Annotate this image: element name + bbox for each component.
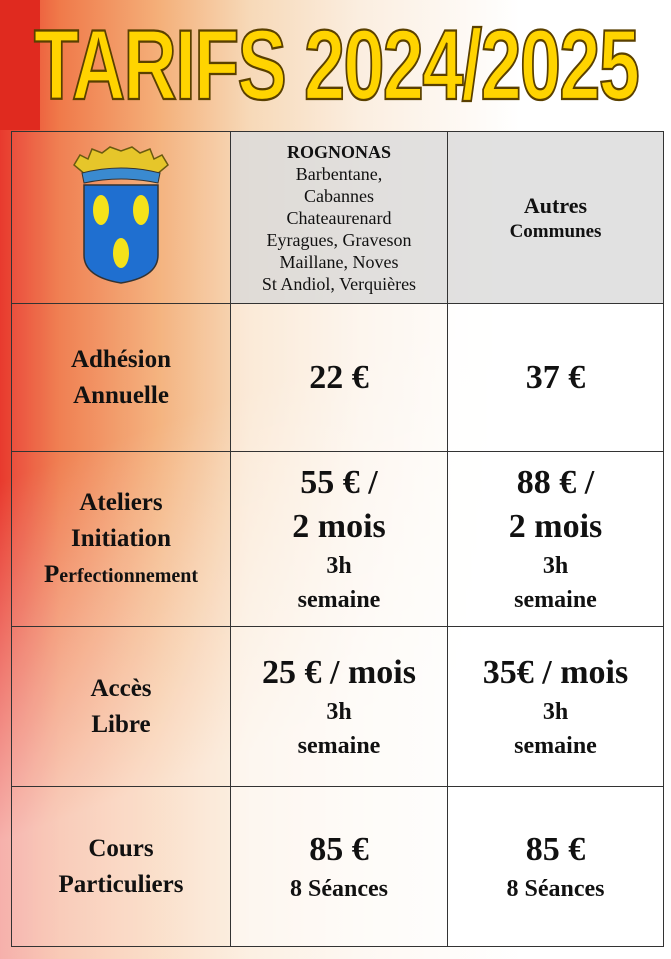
price: 88 € / (516, 464, 595, 501)
page-title: TARIFS 2024/2025 (33, 9, 641, 122)
col-title-communes: Communes (509, 220, 602, 242)
price: 37 € (525, 358, 586, 396)
row-label: Particuliers (58, 870, 184, 898)
sessions: 8 Séances (290, 875, 388, 902)
col-title-rognonas: ROGNONAS (286, 141, 391, 162)
table-row: Adhésion Annuelle 22 € 37 € (11, 303, 664, 452)
price: 55 € / (300, 464, 378, 501)
duration: 3h (542, 553, 569, 579)
row-label: erfectionnement (59, 564, 199, 587)
duration: 3h (542, 698, 569, 725)
row-label: Libre (91, 710, 151, 738)
price: 22 € (309, 358, 369, 396)
period: 2 mois (508, 508, 603, 545)
row-label: Accès (90, 674, 152, 702)
town: Eyragues, Graveson (266, 229, 412, 250)
row-label: Cours (88, 834, 154, 862)
autres-header: Autres Communes (447, 131, 664, 304)
row-label: Adhésion (70, 345, 172, 373)
decorative-block (0, 0, 40, 130)
row-label: Annuelle (73, 381, 169, 409)
duration-unit: semaine (297, 587, 381, 613)
price: 85 € (309, 830, 369, 868)
sessions: 8 Séances (506, 875, 605, 902)
duration: 3h (326, 698, 352, 725)
rognonas-coat-of-arms-icon (73, 146, 169, 284)
town: Maillane, Noves (279, 251, 399, 272)
town: Cabannes (304, 185, 374, 206)
table-row: Cours Particuliers 85 € 8 Séances 85 € 8 … (11, 786, 664, 947)
row-label: P (43, 560, 60, 588)
price: 85 € (525, 830, 586, 868)
period: 2 mois (292, 508, 386, 545)
duration: 3h (326, 553, 352, 579)
col-title-autres: Autres (523, 192, 588, 218)
duration-unit: semaine (514, 587, 597, 613)
town: Barbentane, (295, 163, 383, 184)
price: 25 € / mois (262, 653, 416, 691)
duration-unit: semaine (297, 732, 381, 759)
header-row: ROGNONAS Barbentane, Cabannes Chateauren… (11, 131, 664, 304)
row-label: Initiation (70, 524, 172, 552)
rognonas-header: ROGNONAS Barbentane, Cabannes Chateauren… (230, 131, 448, 304)
logo-cell (11, 131, 231, 304)
row-label: Ateliers (79, 488, 163, 516)
town: St Andiol, Verquières (261, 273, 417, 294)
duration-unit: semaine (514, 732, 597, 759)
price: 35€ / mois (482, 653, 629, 691)
tariff-table: ROGNONAS Barbentane, Cabannes Chateauren… (11, 131, 664, 947)
town: Chateaurenard (286, 207, 392, 228)
table-row: Accès Libre 25 € / mois 3h semaine 35€ / … (11, 626, 664, 787)
table-row: Ateliers Initiation Perfectionnement 55 … (11, 451, 664, 627)
